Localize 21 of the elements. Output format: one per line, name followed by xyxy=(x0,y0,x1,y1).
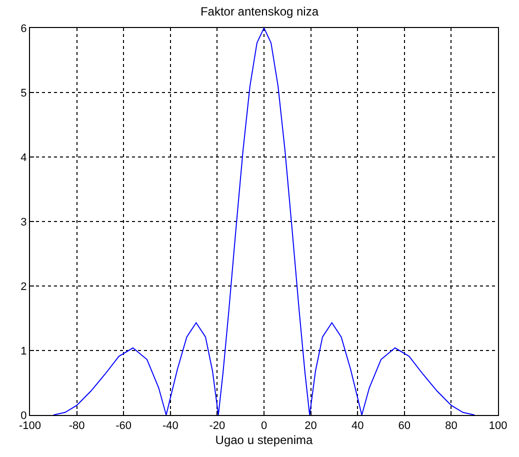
x-tick-label: -40 xyxy=(162,420,178,432)
y-tick-label: 1 xyxy=(20,345,27,358)
chart-title: Faktor antenskog niza xyxy=(200,4,319,18)
y-tick-label: 0 xyxy=(20,410,27,422)
x-axis-title: Ugao u stepenima xyxy=(215,433,314,448)
x-tick-label: 100 xyxy=(488,420,508,432)
x-tick-label: 40 xyxy=(351,420,364,432)
y-tick-label: 3 xyxy=(20,216,27,228)
y-tick-label: 2 xyxy=(20,280,27,293)
y-tick-label: 5 xyxy=(20,87,27,100)
x-tick-label: 60 xyxy=(398,420,411,432)
x-tick-label: -100 xyxy=(18,420,42,432)
line-series xyxy=(52,28,476,415)
y-tick-label: 6 xyxy=(20,22,27,35)
x-tick-label: -20 xyxy=(209,420,226,432)
x-tick-label: 20 xyxy=(304,420,317,432)
x-tick-label: 80 xyxy=(445,420,458,432)
x-tick-label: -80 xyxy=(68,420,85,432)
y-tick-label: 4 xyxy=(20,152,27,164)
x-tick-label: 0 xyxy=(260,420,268,432)
x-tick-label: -60 xyxy=(116,420,132,432)
